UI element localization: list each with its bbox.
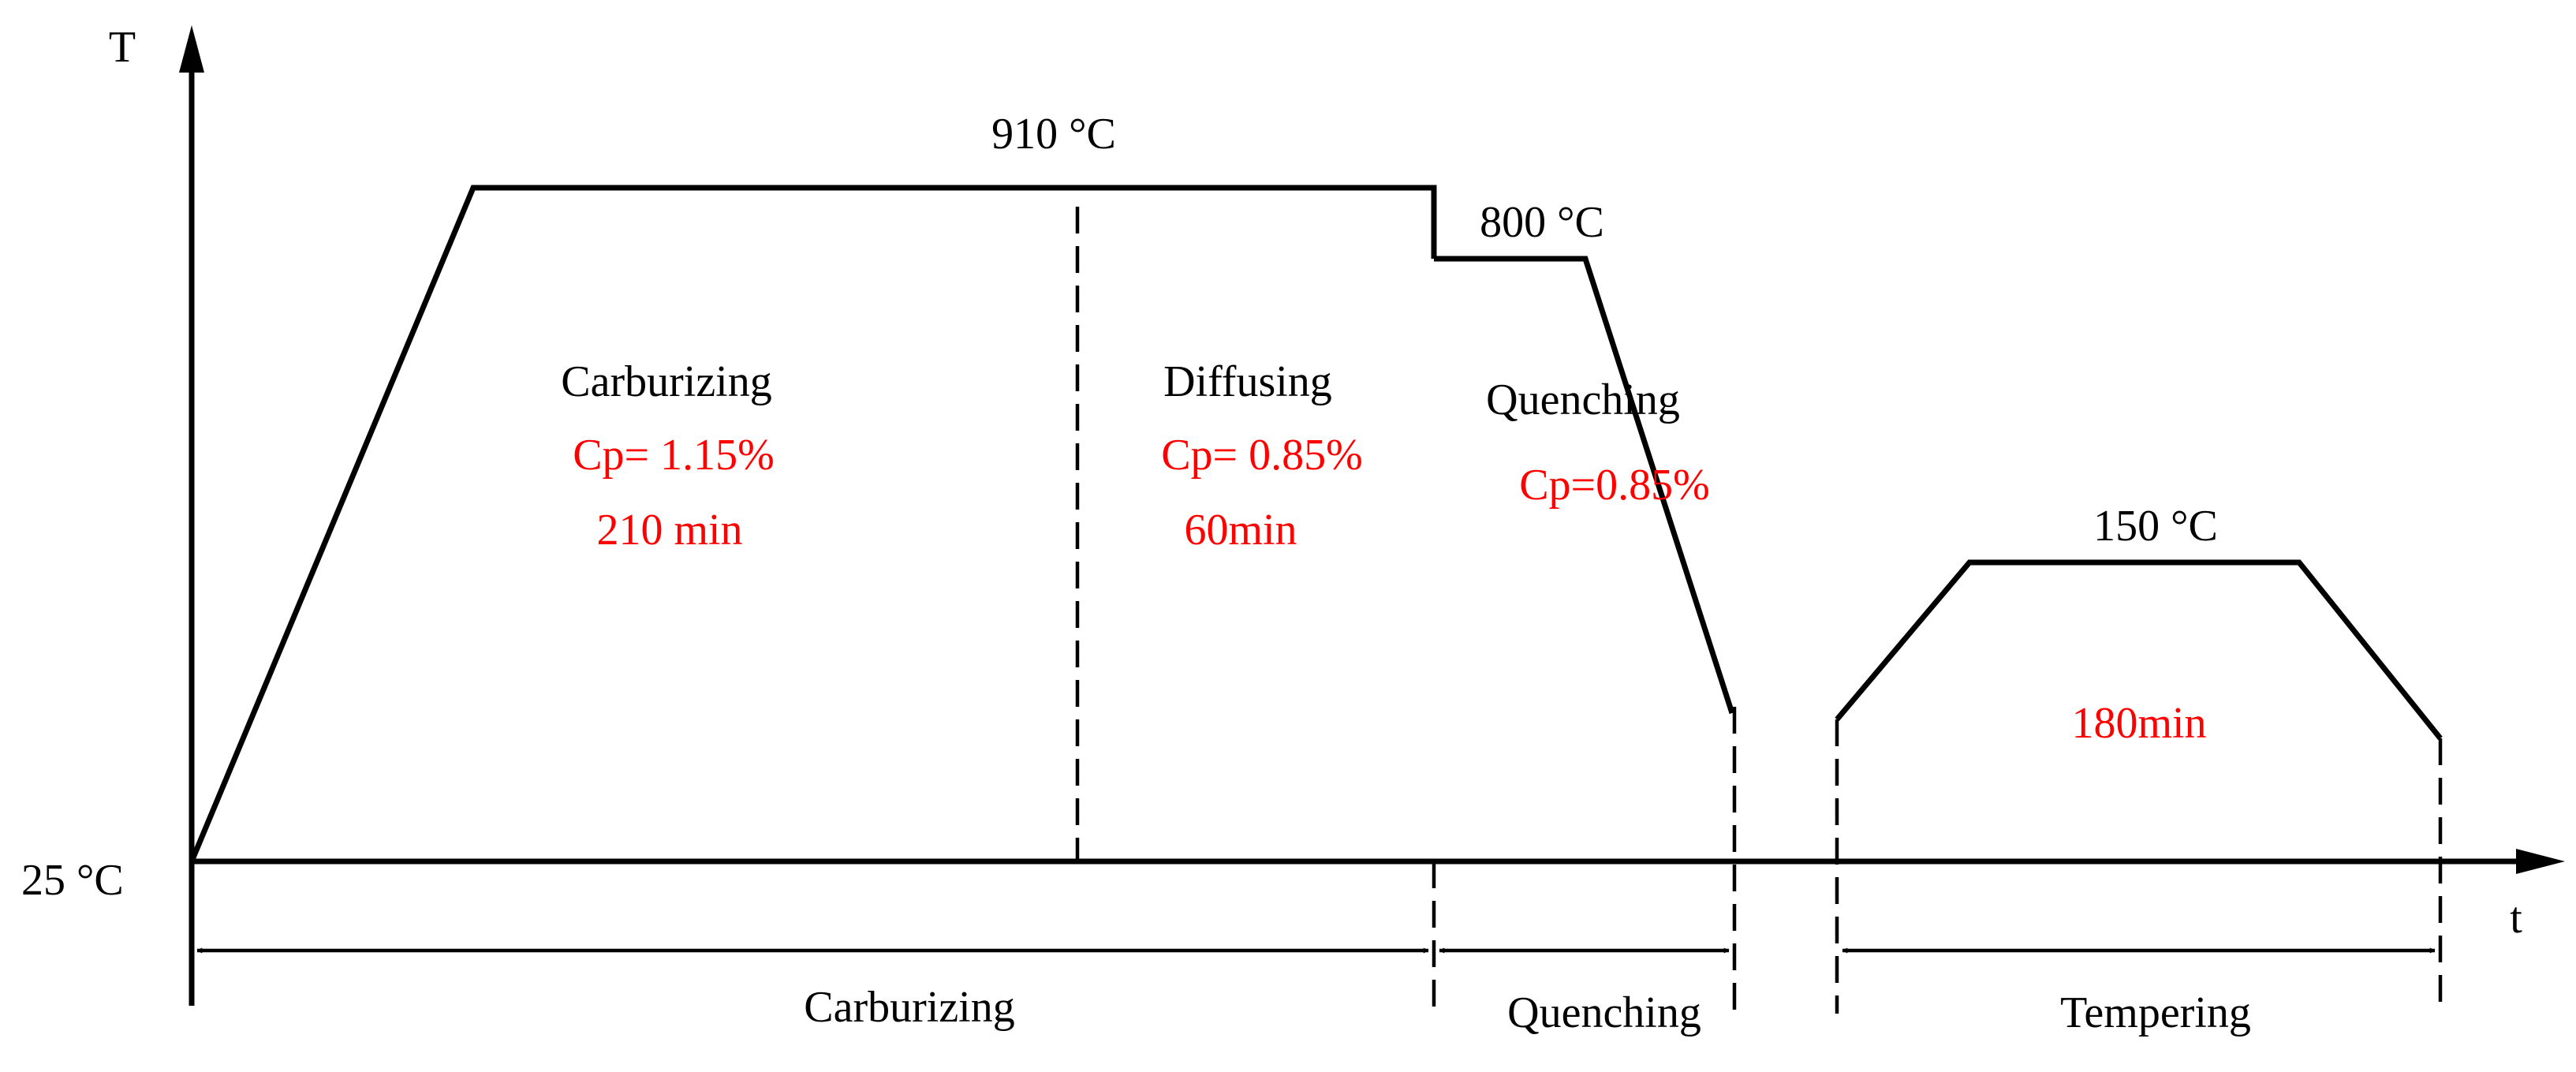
quenching-curve <box>1434 256 1735 715</box>
y-axis-arrowhead <box>179 25 204 73</box>
carburizing-carbon-potential: Cp= 1.15% <box>573 431 775 480</box>
tempering-temperature-label: 150 °C <box>2093 502 2218 551</box>
carburizing-duration: 210 min <box>596 506 742 555</box>
quenching-temperature-label: 800 °C <box>1480 198 1604 247</box>
x-axis-arrowhead <box>2516 849 2565 874</box>
carburizing-span-label: Carburizing <box>804 983 1014 1032</box>
quenching-span-label: Quenching <box>1507 988 1701 1037</box>
quenching-carbon-potential: Cp=0.85% <box>1519 461 1710 510</box>
diffusing-duration: 60min <box>1184 506 1297 555</box>
tempering-span-label: Tempering <box>2060 988 2251 1037</box>
x-axis-label: t <box>2510 894 2522 943</box>
quenching-stage-name: Quenching <box>1486 375 1680 424</box>
tempering-duration: 180min <box>2071 699 2206 748</box>
carburizing-diffusing-curve <box>189 185 1437 863</box>
tempering-curve <box>1835 559 2443 741</box>
diffusing-carbon-potential: Cp= 0.85% <box>1161 431 1363 480</box>
origin-temperature-label: 25 °C <box>21 856 124 905</box>
carburizing-stage-name: Carburizing <box>561 357 771 406</box>
y-axis-label: T <box>109 23 136 72</box>
diffusing-stage-name: Diffusing <box>1163 357 1332 406</box>
carburizing-temperature-label: 910 °C <box>991 110 1116 159</box>
